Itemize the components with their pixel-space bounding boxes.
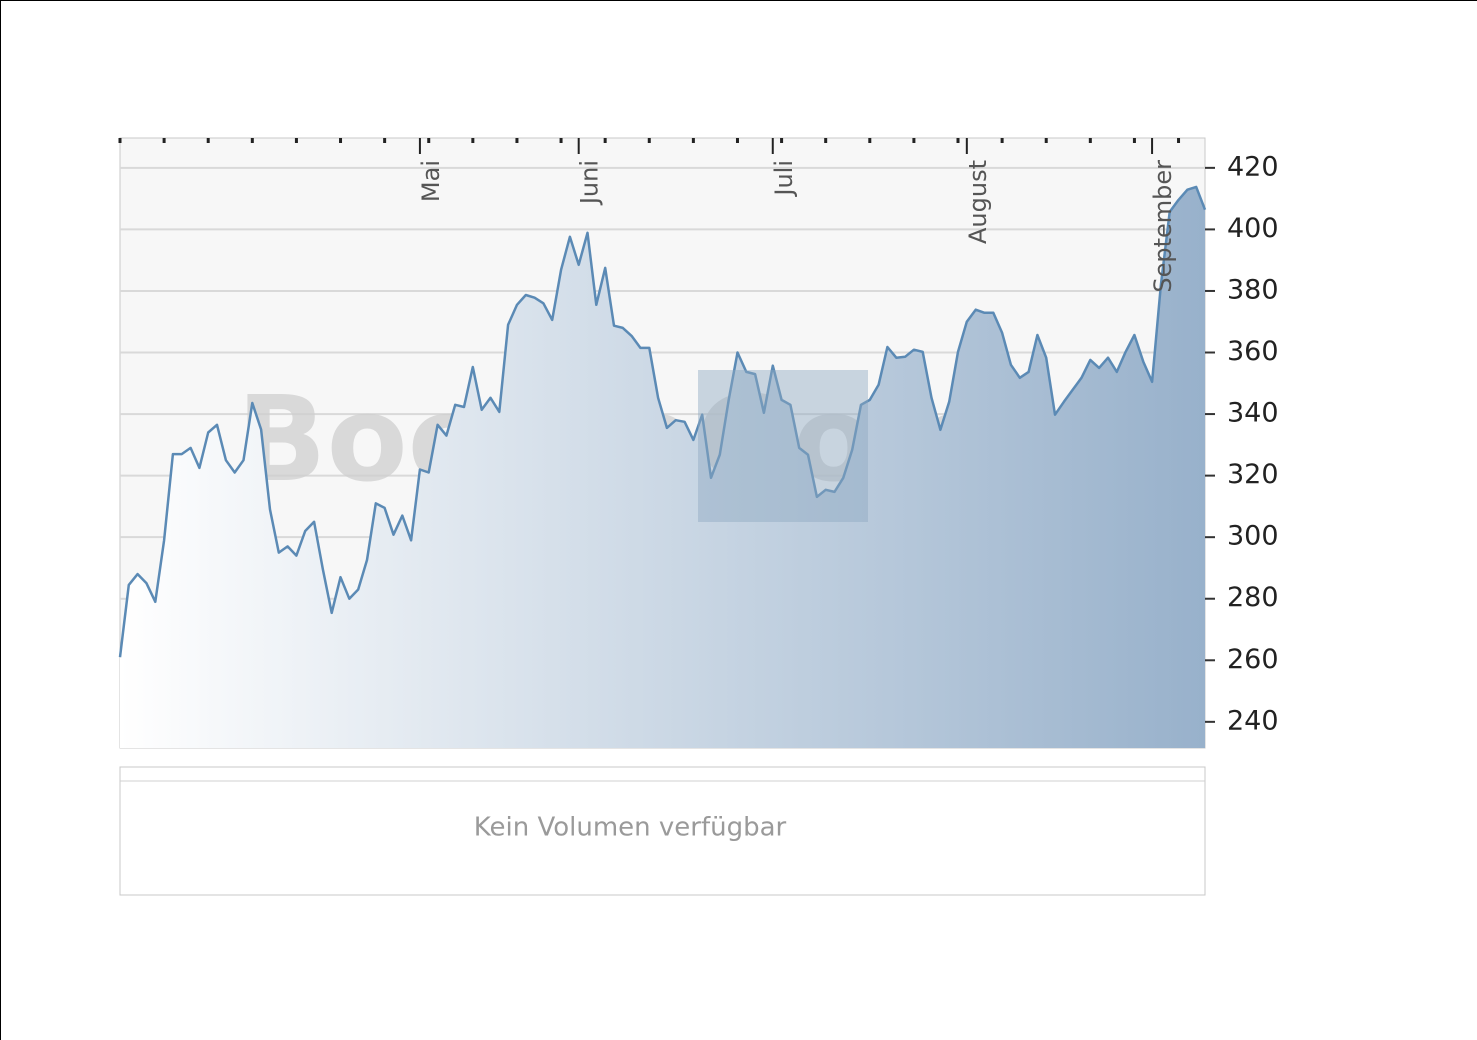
month-label: Juni [576,160,604,206]
month-label: September [1149,160,1177,293]
labels: 240 260 280 300 320 340 360 380 400 420 Mai Juni Jul… [118,138,1279,736]
y-tick-label: 400 [1227,213,1279,244]
y-tick-label: 340 [1227,398,1279,429]
y-tick-label: 360 [1227,336,1279,367]
y-tick-label: 260 [1227,644,1279,675]
volume-note: Kein Volumen verfügbar [474,813,787,843]
y-tick-label: 420 [1227,151,1279,182]
volume-panel [119,766,1206,896]
area [120,186,1205,748]
line [118,185,1207,658]
y-tick-label: 240 [1227,705,1279,736]
y-tick-label: 300 [1227,521,1279,552]
y-tick-label: 280 [1227,582,1279,613]
y-tick-label: 320 [1227,459,1279,490]
y-tick-label: 380 [1227,274,1279,305]
marks [118,185,1207,748]
month-label: August [964,160,992,244]
month-label: Juli [770,160,798,198]
month-label: Mai [417,160,445,202]
watermark-box [698,370,868,522]
